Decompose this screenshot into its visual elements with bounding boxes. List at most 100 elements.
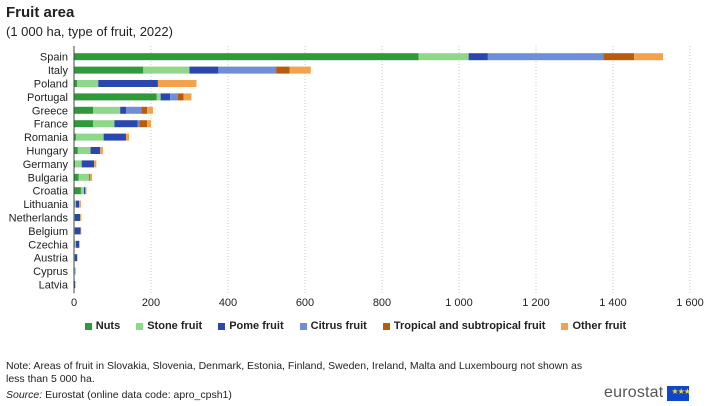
bar-segment [74, 133, 76, 141]
bar-segment [147, 120, 151, 128]
bar-segment [79, 200, 81, 208]
bar-segment [74, 120, 94, 128]
bar-segment [94, 160, 97, 168]
bar-segment [183, 93, 192, 101]
legend-item: Tropical and subtropical fruit [382, 320, 545, 332]
bar-segment [98, 80, 158, 87]
bar-segment [80, 214, 82, 221]
legend-label: Citrus fruit [310, 320, 367, 332]
bar-segment [603, 53, 635, 61]
bar-segment [487, 53, 604, 61]
footnote: Note: Areas of fruit in Slovakia, Sloven… [6, 360, 583, 385]
x-tick-label: 1 400 [599, 297, 627, 309]
bar-segment [156, 93, 161, 101]
legend-swatch [561, 322, 569, 330]
bar-segment [74, 200, 76, 208]
category-label: Spain [40, 52, 68, 64]
eu-flag-icon: ★★★ [667, 385, 691, 401]
category-label: France [34, 119, 68, 131]
x-tick-label: 1 200 [522, 297, 550, 309]
legend-swatch [136, 322, 144, 330]
category-label: Netherlands [9, 213, 69, 225]
legend-swatch [382, 322, 390, 330]
bar-segment [114, 120, 138, 128]
category-label: Italy [48, 65, 69, 77]
bar-segment [170, 93, 178, 101]
bar-segment [81, 160, 95, 168]
category-label: Cyprus [33, 266, 68, 278]
bar-segment [125, 133, 130, 141]
bar-segment [74, 160, 76, 168]
legend-label: Other fruit [572, 320, 627, 332]
bar-segment [74, 147, 78, 154]
legend-item: Citrus fruit [299, 320, 367, 332]
legend-item: Other fruit [561, 320, 626, 332]
bar-segment [75, 200, 80, 208]
legend-item: Nuts [84, 320, 121, 332]
bar-segment [74, 254, 78, 262]
bar-segment [93, 106, 121, 114]
x-tick-label: 200 [142, 297, 160, 309]
bar-segment [160, 93, 171, 101]
bar-segment [137, 120, 140, 128]
x-tick-label: 0 [71, 297, 77, 309]
bar-segment [74, 254, 75, 262]
legend-swatch [299, 322, 307, 330]
bar-segment [74, 240, 76, 248]
category-label: Romania [24, 132, 69, 144]
category-label: Greece [32, 105, 68, 117]
bar-segment [139, 120, 148, 128]
bar-segment [74, 80, 78, 87]
legend-label: Pome fruit [229, 320, 284, 332]
bar-segment [90, 173, 93, 181]
bar-segment [74, 281, 76, 288]
bar-segment [75, 160, 82, 168]
bar-segment [418, 53, 469, 61]
bar-segment [90, 147, 101, 154]
source-text: Eurostat (online data code: apro_cpsh1) [45, 389, 232, 401]
category-label: Belgium [28, 226, 68, 238]
chart-subtitle: (1 000 ha, type of fruit, 2022) [6, 24, 173, 39]
category-label: Austria [34, 253, 69, 265]
bar-segment [103, 133, 126, 141]
eurostat-logo: eurostat ★★★ [604, 384, 691, 402]
bar-segment [74, 106, 94, 114]
bar-segment [141, 106, 148, 114]
bar-segment [75, 240, 80, 248]
x-tick-label: 400 [219, 297, 237, 309]
legend-swatch [218, 322, 226, 330]
bar-segment [85, 187, 86, 195]
bar-segment [80, 227, 82, 235]
bar-segment [74, 267, 76, 275]
bar-segment [289, 66, 311, 74]
bar-segment [75, 133, 104, 141]
bar-segment [75, 281, 76, 288]
bar-segment [157, 80, 197, 87]
bar-segment [218, 66, 277, 74]
legend-item: Stone fruit [136, 320, 202, 332]
bar-segment [77, 80, 99, 87]
bar-segment [74, 267, 75, 275]
bar-segment [177, 93, 184, 101]
bar-segment [189, 66, 219, 74]
category-label: Germany [23, 159, 69, 171]
legend-label: Stone fruit [147, 320, 203, 332]
bar-segment [93, 120, 115, 128]
bar-chart: 0 200 400 600 800 1 000 1 200 1 400 1 600 SpainIt… [9, 46, 704, 309]
bar-segment [74, 214, 81, 221]
x-tick-label: 600 [296, 297, 314, 309]
bar-segment [74, 173, 79, 181]
category-label: Czechia [28, 239, 69, 251]
legend-swatch [84, 322, 92, 330]
category-label: Bulgaria [28, 172, 69, 184]
bar-segment [78, 173, 90, 181]
chart-title: Fruit area [6, 4, 75, 21]
legend-label: Nuts [95, 320, 121, 332]
bar-segment [74, 93, 157, 101]
bar-segment [634, 53, 664, 61]
chart-legend: Nuts Stone fruit Pome fruit Citrus fruit Tro… [0, 320, 711, 332]
bar-segment [74, 53, 419, 61]
x-tick-label: 1 000 [445, 297, 473, 309]
bar-segment [84, 187, 86, 195]
bar-segment [74, 187, 81, 195]
